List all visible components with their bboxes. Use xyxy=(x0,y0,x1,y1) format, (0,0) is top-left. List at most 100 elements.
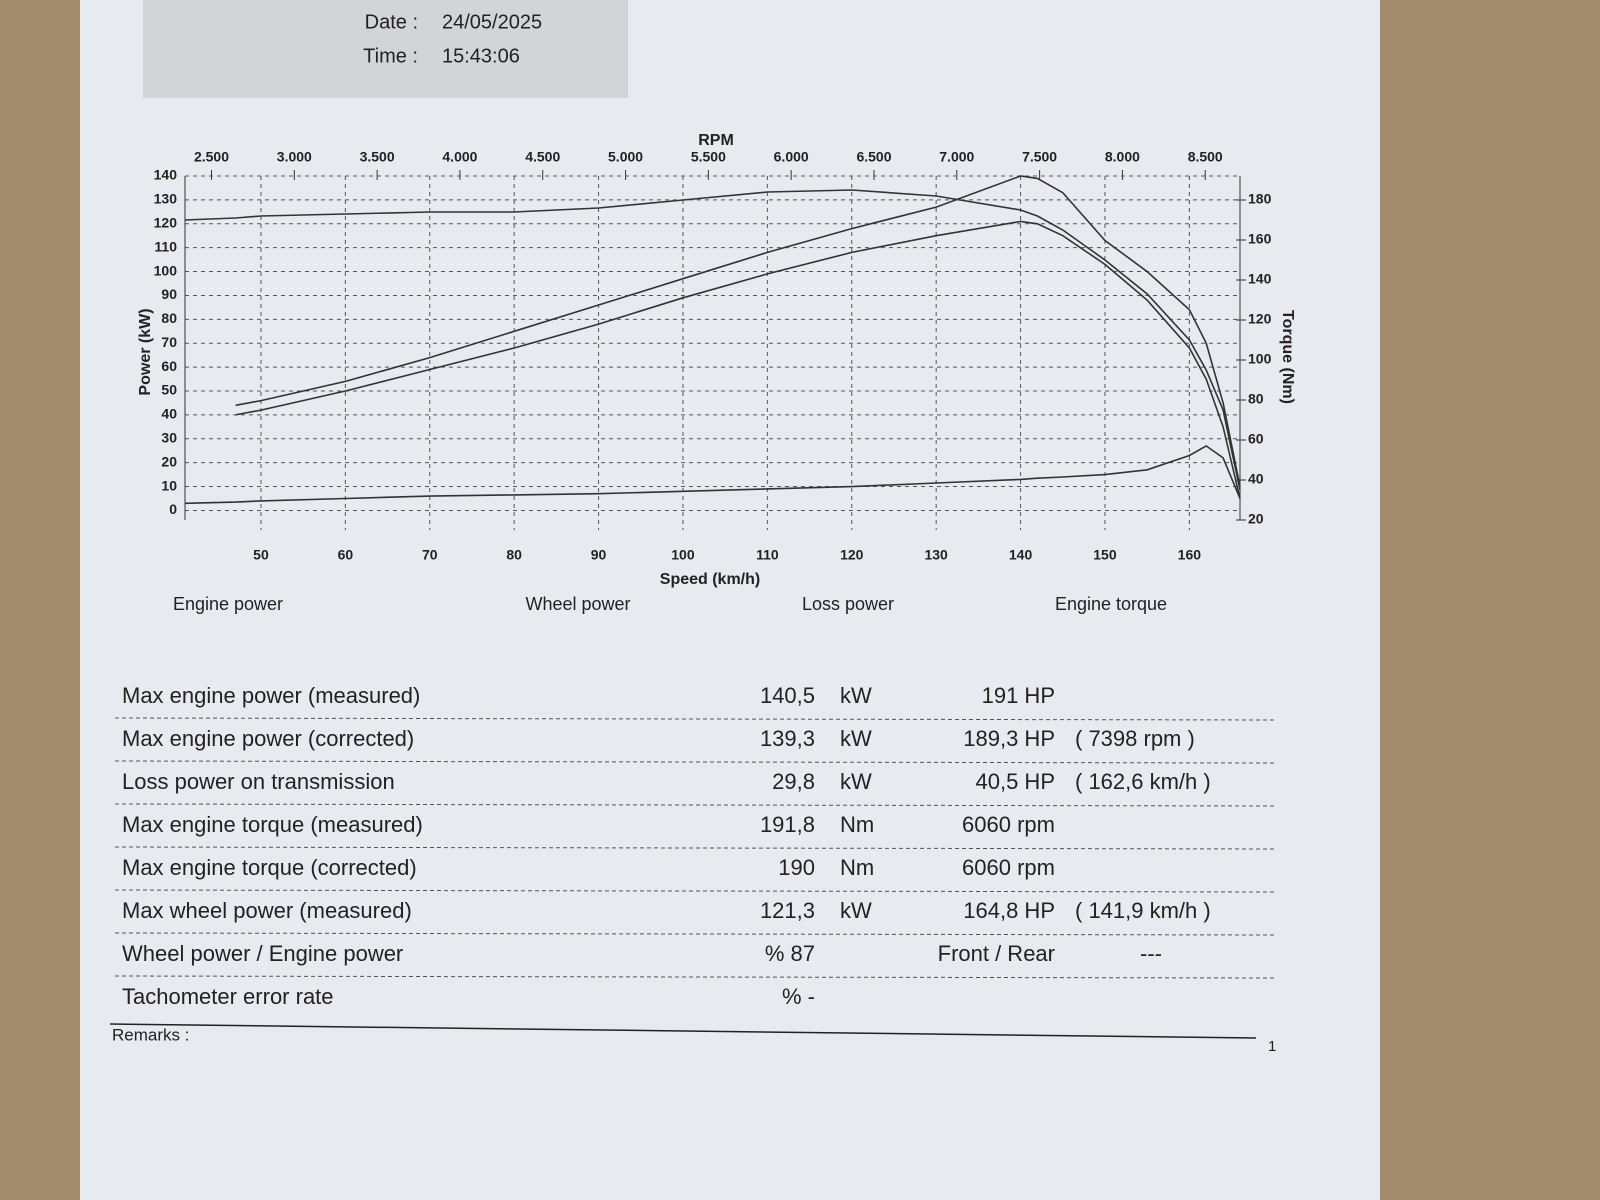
legend-entry: Loss power xyxy=(802,594,894,614)
legend-entry: Wheel power xyxy=(525,594,630,614)
y-tick-label: 130 xyxy=(154,191,178,207)
x2-tick-label: 3.000 xyxy=(277,149,312,165)
header-box xyxy=(143,0,628,98)
x2-tick-label: 6.500 xyxy=(856,149,891,165)
x-tick-label: 110 xyxy=(756,547,779,563)
y-tick-label: 20 xyxy=(161,453,177,469)
row-second: 6060 rpm xyxy=(962,855,1055,880)
row-rule xyxy=(114,760,1276,764)
row-second: 6060 rpm xyxy=(962,812,1055,837)
row-label: Tachometer error rate xyxy=(122,984,334,1009)
y-tick-label: 140 xyxy=(154,167,178,183)
time-label: Time : xyxy=(363,45,418,67)
x-tick-label: 150 xyxy=(1093,547,1117,563)
x-tick-label: 50 xyxy=(253,547,269,563)
x-tick-label: 80 xyxy=(506,547,522,563)
y-tick-label: 60 xyxy=(161,358,177,374)
y2-tick-label: 60 xyxy=(1248,431,1264,447)
date-label: Date : xyxy=(365,11,418,33)
y2-tick-label: 120 xyxy=(1248,311,1272,327)
row-rule xyxy=(114,889,1276,893)
x-tick-label: 160 xyxy=(1178,547,1202,563)
row-rule xyxy=(114,803,1276,807)
row-label: Max engine power (corrected) xyxy=(122,726,414,751)
row-note: ( 162,6 km/h ) xyxy=(1075,769,1211,794)
row-value: 140,5 xyxy=(760,683,815,708)
x-axis-label: Speed (km/h) xyxy=(660,571,760,588)
legend-entry: Engine torque xyxy=(1055,594,1167,614)
row-unit: Nm xyxy=(840,812,874,837)
x2-tick-label: 8.500 xyxy=(1188,149,1223,165)
row-second: 40,5 HP xyxy=(976,769,1056,794)
series-line xyxy=(235,175,1241,487)
row-note: ( 7398 rpm ) xyxy=(1075,726,1195,751)
row-value: 121,3 xyxy=(760,898,815,923)
y2-tick-label: 20 xyxy=(1248,511,1264,527)
series-line xyxy=(235,220,1241,499)
series-line xyxy=(184,189,1241,491)
x2-tick-label: 7.000 xyxy=(939,149,974,165)
date: 24/05/2025 xyxy=(442,11,542,33)
y-tick-label: 10 xyxy=(161,477,177,493)
y2-tick-label: 180 xyxy=(1248,191,1272,207)
row-unit: kW xyxy=(840,769,872,794)
x2-tick-label: 5.000 xyxy=(608,149,643,165)
x2-tick-label: 3.500 xyxy=(360,149,395,165)
row-second: 164,8 HP xyxy=(963,898,1055,923)
y2-axis-label: Torque (Nm) xyxy=(1279,310,1296,404)
row-rule xyxy=(114,846,1276,850)
row-value: % 87 xyxy=(765,941,815,966)
row-unit: kW xyxy=(840,726,872,751)
y-tick-label: 90 xyxy=(161,286,177,302)
y2-tick-label: 160 xyxy=(1248,231,1272,247)
x-tick-label: 100 xyxy=(671,547,695,563)
y2-tick-label: 140 xyxy=(1248,271,1272,287)
x-tick-label: 70 xyxy=(422,547,438,563)
y2-tick-label: 40 xyxy=(1248,471,1264,487)
row-label: Max engine power (measured) xyxy=(122,683,420,708)
x-tick-label: 90 xyxy=(591,547,607,563)
page-number: 1 xyxy=(1268,1038,1276,1055)
y-tick-label: 30 xyxy=(161,429,177,445)
x2-tick-label: 6.000 xyxy=(774,149,809,165)
x2-tick-label: 7.500 xyxy=(1022,149,1057,165)
row-rule xyxy=(114,932,1276,936)
row-label: Max engine torque (corrected) xyxy=(122,855,417,880)
x2-tick-label: 4.500 xyxy=(525,149,560,165)
row-rule xyxy=(114,975,1276,979)
row-unit: Nm xyxy=(840,855,874,880)
y-tick-label: 50 xyxy=(161,382,177,398)
row-unit: kW xyxy=(840,683,872,708)
y2-tick-label: 100 xyxy=(1248,351,1272,367)
row-unit: kW xyxy=(840,898,872,923)
x-tick-label: 140 xyxy=(1009,547,1033,563)
y-tick-label: 70 xyxy=(161,334,177,350)
row-label: Max engine torque (measured) xyxy=(122,812,423,837)
row-second: 189,3 HP xyxy=(963,726,1055,751)
time: 15:43:06 xyxy=(442,45,520,67)
y2-tick-label: 80 xyxy=(1248,391,1264,407)
series-line xyxy=(184,444,1241,505)
row-label: Wheel power / Engine power xyxy=(122,941,403,966)
remarks: Remarks : xyxy=(112,1025,189,1044)
y-tick-label: 80 xyxy=(161,310,177,326)
row-value: 190 xyxy=(778,855,815,880)
x2-tick-label: 5.500 xyxy=(691,149,726,165)
row-second: 191 HP xyxy=(982,683,1055,708)
y-tick-label: 40 xyxy=(161,406,177,422)
y-tick-label: 110 xyxy=(154,238,177,254)
y-tick-label: 0 xyxy=(169,501,177,517)
y-tick-label: 100 xyxy=(154,262,178,278)
row-label: Max wheel power (measured) xyxy=(122,898,412,923)
row-rule xyxy=(114,717,1276,721)
y-tick-label: 120 xyxy=(154,214,178,230)
row-value: 139,3 xyxy=(760,726,815,751)
x2-tick-label: 8.000 xyxy=(1105,149,1140,165)
y-axis-label: Power (kW) xyxy=(137,308,154,395)
legend-entry: Engine power xyxy=(173,594,283,614)
x-tick-label: 120 xyxy=(840,547,864,563)
x2-tick-label: 4.000 xyxy=(442,149,477,165)
remarks-rule xyxy=(109,1023,1257,1039)
